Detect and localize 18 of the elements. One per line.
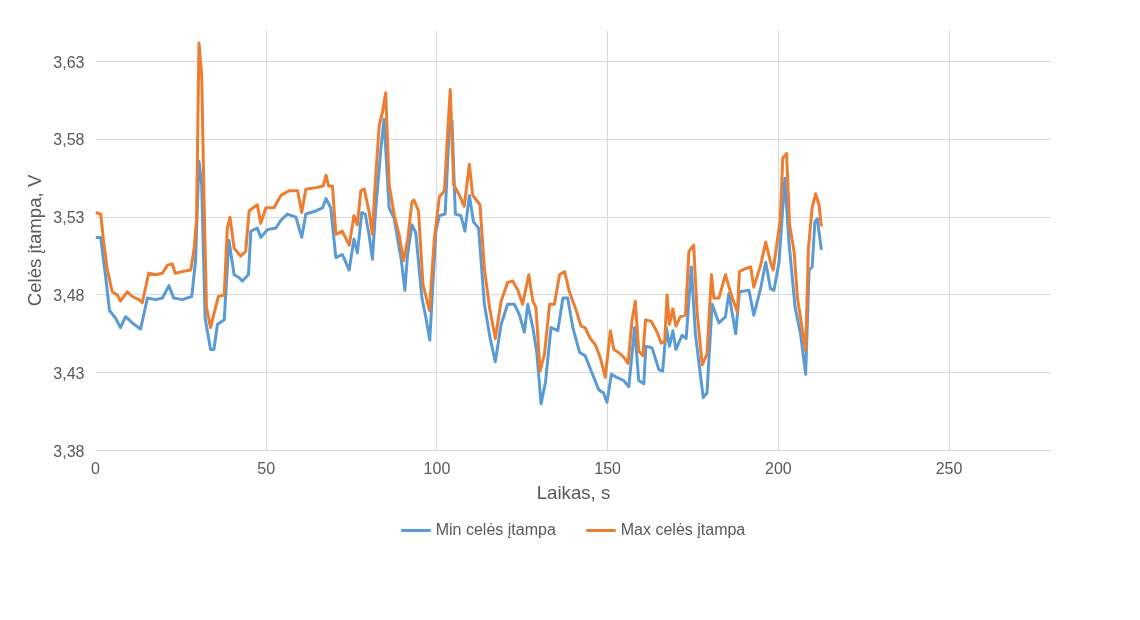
- y-tick-label: 3,43: [53, 364, 85, 382]
- legend-label: Min celės įtampa: [435, 521, 556, 539]
- y-axis-title: Celės įtampa, V: [24, 174, 46, 307]
- x-axis-title: Laikas, s: [536, 481, 611, 503]
- line-series: [95, 117, 823, 406]
- legend-label: Max celės įtampa: [620, 521, 746, 539]
- y-tick-label: 3,58: [53, 131, 85, 149]
- y-tick-label: 3,48: [53, 286, 85, 304]
- x-tick-label: 200: [765, 459, 792, 477]
- line-series: [95, 41, 823, 379]
- x-tick-label: 250: [935, 459, 963, 477]
- x-tick-label: 0: [91, 459, 101, 477]
- y-tick-label: 3,63: [53, 53, 85, 71]
- x-tick-label: 50: [257, 459, 276, 477]
- x-tick-label: 100: [423, 459, 451, 477]
- y-tick-label: 3,53: [53, 209, 85, 227]
- y-tick-label: 3,38: [53, 442, 85, 460]
- x-tick-label: 150: [594, 459, 622, 477]
